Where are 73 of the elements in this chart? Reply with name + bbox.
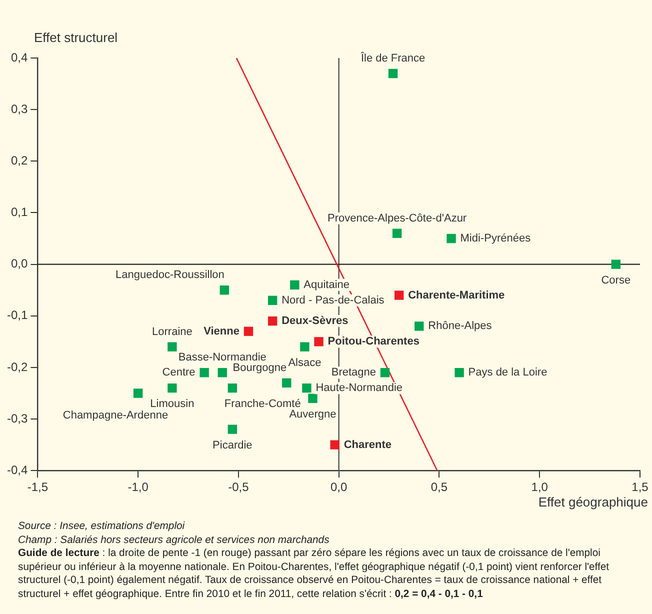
data-label: Franche-Comté — [224, 398, 301, 410]
data-label: Bretagne — [331, 366, 376, 379]
y-tick-label: -0,2 — [6, 360, 28, 374]
point — [446, 234, 456, 244]
data-label: Deux-Sèvres — [282, 315, 348, 328]
data-label: Charente — [344, 438, 392, 451]
data-label: Bourgogne — [232, 362, 287, 374]
data-label: Rhône-Alpes — [428, 320, 492, 332]
point — [228, 424, 238, 434]
x-tick-label: 1,5 — [632, 480, 649, 494]
point — [268, 316, 278, 326]
y-tick-label: -0,4 — [6, 462, 28, 477]
data-label: Charente-Maritime — [408, 289, 505, 302]
x-tick-label: -1,0 — [128, 480, 149, 494]
data-label: Île de France — [360, 52, 426, 65]
y-tick-label: -0,1 — [6, 308, 28, 322]
data-label: Alsace — [288, 356, 322, 369]
point — [133, 388, 143, 398]
data-label: Lorraine — [152, 326, 192, 338]
point — [380, 368, 390, 378]
point — [300, 342, 310, 352]
y-tick-label: 0,4 — [10, 50, 28, 64]
text: Guide de lecture : la droite de pente -1 (en rouge) passant par zéro sépare les régions avec un taux de croissance de l'emploi supérieur ou inférieur à la moyenne nationale. En Poitou-Charentes, l'effet géographique négatif (-0,1 point) vient renforcer l'effet structurel (-0,1 point) également négatif. Taux de croissance observé en Poitou-Charentes = taux de croissance national + effet structurel + effet géographique. Entre fin 2010 et le fin 2011, cette relation s'écrit : 0,2 = 0,4 - 0,1 - 0,1 — [18, 547, 610, 601]
x-tick-label: 1,0 — [531, 480, 548, 494]
point — [454, 368, 464, 378]
point — [168, 342, 177, 352]
data-label: Picardie — [212, 439, 252, 452]
point — [388, 68, 398, 78]
x-axis-title: Effet géographique — [538, 494, 648, 510]
point — [168, 383, 177, 393]
data-label: Pays de la Loire — [468, 366, 548, 379]
point — [308, 394, 318, 403]
text: Champ : Salariés hors secteurs agricole et services non marchands — [18, 534, 330, 547]
data-label: Corse — [601, 274, 631, 286]
point — [414, 322, 424, 331]
point — [392, 228, 402, 238]
x-tick-label: -0,5 — [228, 480, 250, 494]
y-tick-label: 0,2 — [10, 153, 28, 168]
point — [218, 368, 227, 378]
data-label: Provence-Alpes-Côte-d'Azur — [328, 212, 467, 224]
data-label: Languedoc-Roussillon — [116, 269, 224, 282]
x-tick-label: -1,5 — [27, 480, 48, 494]
y-axis-title: Effet structurel — [34, 30, 118, 45]
data-label: Haute-Normandie — [316, 382, 403, 394]
data-label: Centre — [162, 366, 196, 379]
y-tick-label: 0,0 — [10, 256, 28, 271]
data-label: Aquitaine — [304, 278, 350, 291]
point — [228, 383, 238, 393]
point — [200, 368, 209, 378]
data-label: Auvergne — [289, 408, 336, 420]
data-label: Poitou-Charentes — [328, 336, 420, 348]
source-note: Source : Insee, estimations d'emploi — [18, 520, 186, 534]
data-label: Midi-Pyrénées — [460, 232, 532, 245]
point — [394, 290, 404, 300]
data-label: Limousin — [150, 398, 194, 410]
y-tick-label: 0,1 — [10, 205, 28, 220]
point — [268, 296, 278, 305]
point — [290, 280, 300, 290]
y-tick-label: 0,3 — [10, 102, 28, 116]
point — [244, 326, 254, 336]
point — [611, 260, 621, 269]
y-tick-label: -0,3 — [6, 411, 28, 426]
point — [220, 285, 229, 295]
x-tick-label: 0,5 — [430, 480, 448, 494]
point — [330, 440, 340, 450]
data-label: Nord - Pas-de-Calais — [282, 294, 385, 306]
point — [282, 378, 292, 388]
data-label: Vienne — [204, 325, 240, 338]
point — [314, 337, 324, 346]
x-tick-label: 0,0 — [330, 480, 348, 494]
data-label: Champagne-Ardenne — [62, 409, 168, 422]
data-label: Basse-Normandie — [178, 352, 266, 364]
point — [302, 383, 312, 393]
